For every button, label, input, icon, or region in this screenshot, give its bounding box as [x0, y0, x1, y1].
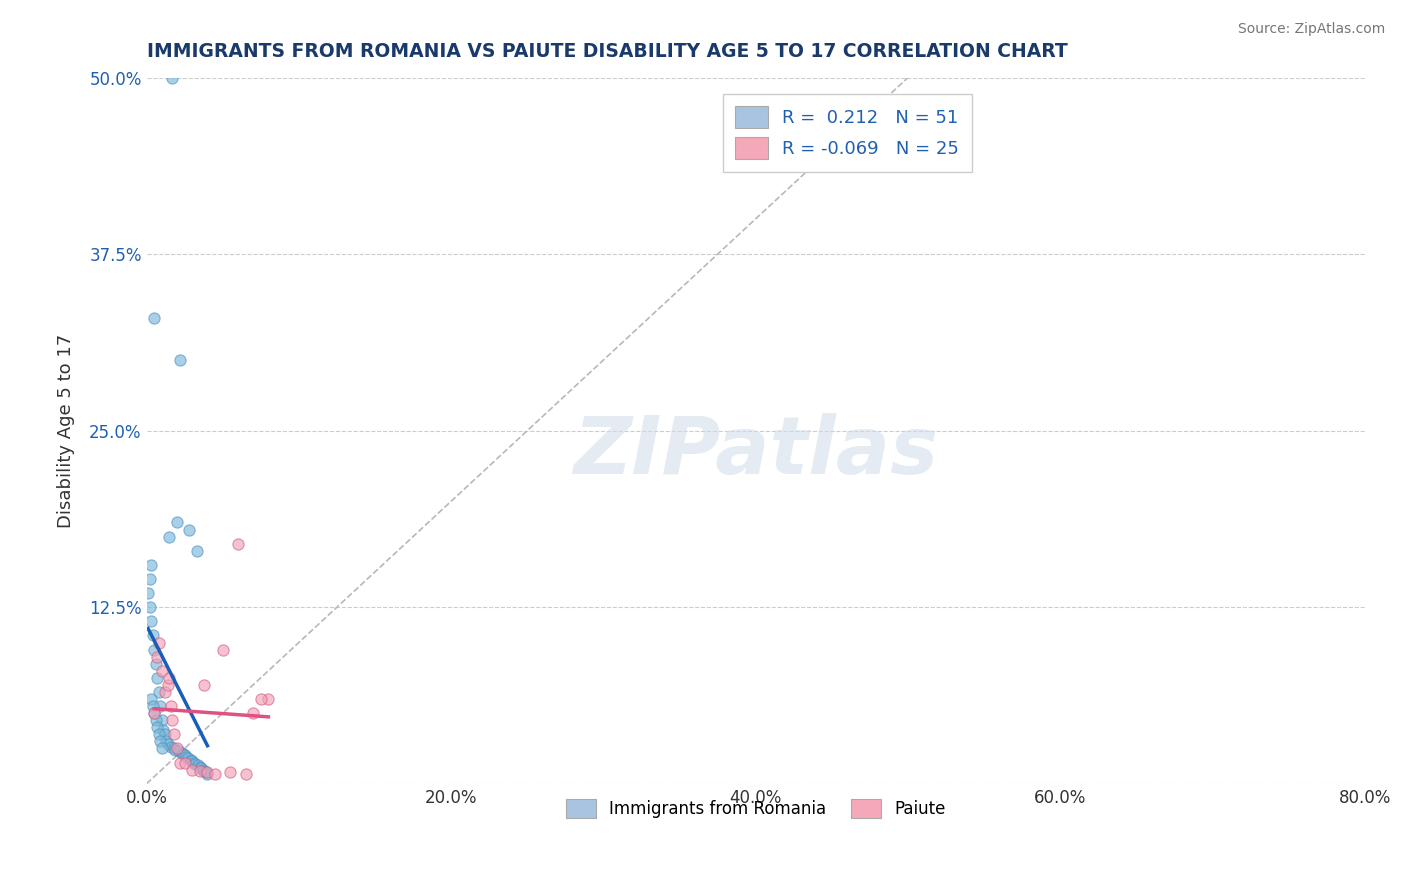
Point: [191, 763, 214, 777]
Point: [197, 765, 219, 780]
Point: [146, 720, 169, 734]
Point: [181, 754, 204, 768]
Point: [149, 699, 172, 714]
Point: [173, 748, 195, 763]
Point: [179, 523, 201, 537]
Point: [143, 706, 166, 720]
Point: [197, 767, 219, 781]
Point: [148, 727, 170, 741]
Point: [166, 516, 188, 530]
Point: [150, 741, 173, 756]
Point: [143, 706, 166, 720]
Point: [143, 310, 166, 325]
Point: [145, 713, 167, 727]
Point: [148, 635, 170, 649]
Point: [157, 671, 180, 685]
Point: [172, 747, 194, 761]
Point: [166, 741, 188, 756]
Point: [146, 649, 169, 664]
Point: [139, 615, 162, 629]
Point: [249, 692, 271, 706]
Text: Source: ZipAtlas.com: Source: ZipAtlas.com: [1237, 22, 1385, 37]
Point: [190, 761, 212, 775]
Point: [157, 530, 180, 544]
Point: [257, 692, 280, 706]
Point: [181, 763, 204, 777]
Point: [169, 756, 191, 770]
Point: [138, 572, 160, 586]
Point: [194, 765, 217, 780]
Point: [160, 699, 183, 714]
Point: [153, 685, 176, 699]
Point: [142, 628, 165, 642]
Point: [162, 713, 184, 727]
Point: [156, 737, 179, 751]
Point: [139, 692, 162, 706]
Point: [188, 764, 211, 778]
Point: [162, 70, 184, 85]
Legend: Immigrants from Romania, Paiute: Immigrants from Romania, Paiute: [560, 793, 952, 825]
Point: [211, 642, 233, 657]
Point: [143, 642, 166, 657]
Point: [156, 678, 179, 692]
Point: [176, 751, 198, 765]
Point: [187, 758, 209, 772]
Point: [150, 664, 173, 678]
Point: [193, 678, 215, 692]
Point: [204, 767, 226, 781]
Point: [186, 543, 208, 558]
Point: [153, 727, 176, 741]
Point: [149, 734, 172, 748]
Point: [148, 685, 170, 699]
Point: [235, 767, 257, 781]
Point: [138, 600, 160, 615]
Point: [145, 657, 167, 671]
Point: [184, 756, 207, 771]
Point: [160, 739, 183, 754]
Y-axis label: Disability Age 5 to 17: Disability Age 5 to 17: [58, 334, 75, 528]
Point: [173, 756, 195, 770]
Point: [183, 756, 205, 770]
Point: [146, 671, 169, 685]
Point: [170, 746, 193, 760]
Point: [169, 353, 191, 368]
Point: [155, 734, 177, 748]
Point: [163, 741, 186, 756]
Point: [226, 536, 249, 550]
Point: [180, 753, 202, 767]
Point: [193, 764, 215, 778]
Point: [167, 744, 190, 758]
Point: [163, 727, 186, 741]
Point: [139, 558, 162, 572]
Point: [242, 706, 264, 720]
Point: [152, 723, 174, 737]
Text: ZIPatlas: ZIPatlas: [574, 413, 938, 491]
Point: [174, 750, 197, 764]
Point: [165, 743, 187, 757]
Point: [142, 699, 165, 714]
Text: IMMIGRANTS FROM ROMANIA VS PAIUTE DISABILITY AGE 5 TO 17 CORRELATION CHART: IMMIGRANTS FROM ROMANIA VS PAIUTE DISABI…: [146, 42, 1067, 61]
Point: [150, 713, 173, 727]
Point: [136, 586, 159, 600]
Point: [219, 765, 242, 780]
Point: [188, 760, 211, 774]
